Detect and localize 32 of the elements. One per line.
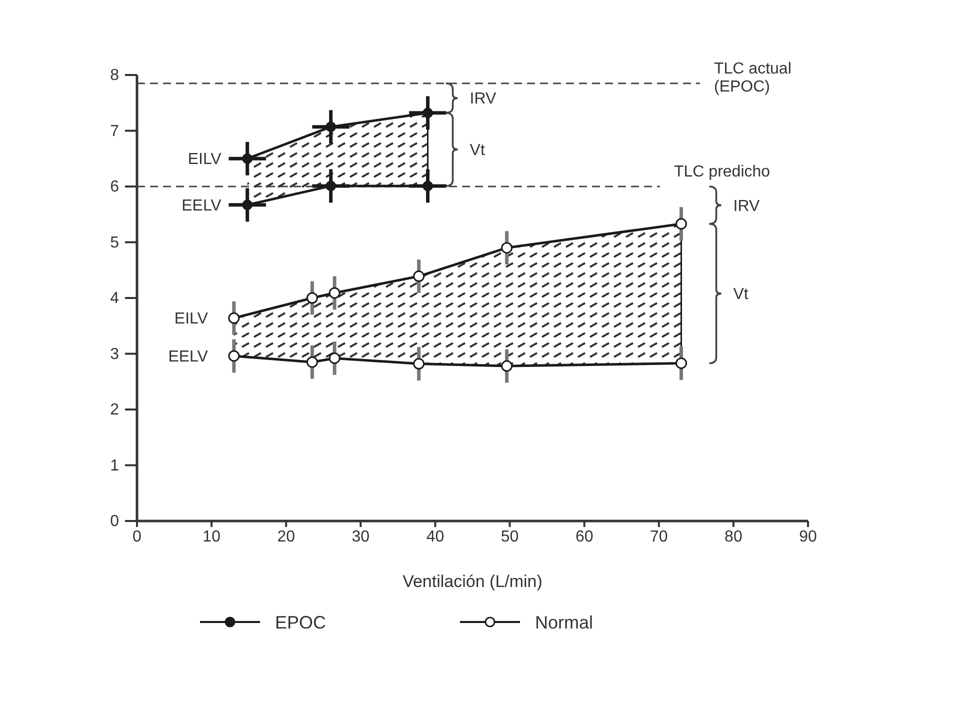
- y-tick-label: 2: [110, 402, 120, 419]
- y-tick-label: 1: [110, 457, 120, 474]
- x-tick-label: 90: [799, 528, 817, 546]
- y-tick-label: 4: [110, 290, 120, 308]
- y-tick-label: 5: [110, 234, 120, 252]
- annotation: IRV: [733, 198, 760, 215]
- y-tick-label: 8: [110, 67, 120, 84]
- annotation: Vt: [733, 286, 749, 304]
- annotation: EILV: [174, 310, 208, 328]
- annotation: Vt: [470, 142, 486, 160]
- x-tick-label: 30: [352, 528, 370, 546]
- x-tick-label: 60: [575, 528, 594, 546]
- annotation: EELV: [182, 198, 222, 214]
- x-tick-label: 80: [724, 528, 742, 546]
- y-tick-label: 6: [110, 178, 120, 196]
- y-tick-label: 0: [110, 513, 120, 530]
- x-tick-label: 20: [277, 528, 296, 546]
- x-tick-label: 40: [426, 528, 444, 546]
- annotation: EILV: [188, 151, 222, 168]
- x-tick-label: 70: [650, 528, 668, 546]
- legend-label: Normal: [535, 612, 594, 632]
- annotation: EELV: [168, 348, 208, 366]
- x-tick-label: 50: [500, 528, 519, 546]
- x-tick-label: 10: [202, 528, 221, 546]
- legend-label: EPOC: [275, 612, 326, 632]
- x-axis-title: Ventilación (L/min): [402, 572, 542, 591]
- x-tick-label: 0: [132, 528, 142, 546]
- y-tick-label: 7: [110, 122, 120, 140]
- y-tick-label: 3: [110, 346, 120, 363]
- annotation: IRV: [470, 90, 496, 108]
- ref-line-label: TLC actual (EPOC): [714, 60, 792, 96]
- ref-line-label: TLC predicho: [674, 164, 770, 180]
